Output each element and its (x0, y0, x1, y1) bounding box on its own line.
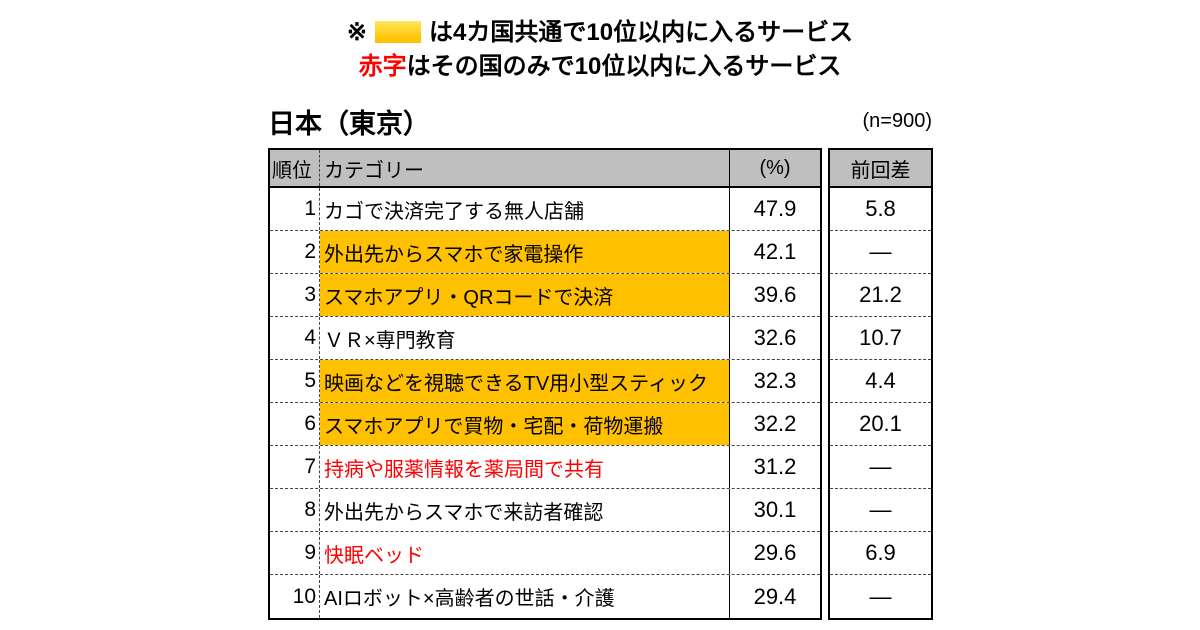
diff-rows: 5.8 ― 21.2 10.7 4.4 20.1 ― ― 6.9 ― (830, 188, 931, 618)
rank-cell: 4 (270, 317, 320, 359)
category-cell: 映画などを視聴できるTV用小型スティック (320, 360, 730, 402)
legend-line-unique: 赤字はその国のみで10位以内に入るサービス (0, 50, 1200, 84)
table-row: 5 映画などを視聴できるTV用小型スティック 32.3 (270, 360, 820, 403)
diff-cell: 6.9 (830, 532, 931, 575)
percent-cell: 32.2 (753, 411, 797, 436)
rank-cell: 3 (270, 274, 320, 316)
rank-cell: 10 (270, 575, 320, 618)
diff-cell: 10.7 (830, 317, 931, 360)
table-row: 9 快眠ベッド 29.6 (270, 532, 820, 575)
header-category: カテゴリー (320, 150, 730, 186)
percent-cell: 29.4 (753, 583, 797, 609)
table-row: 2 外出先からスマホで家電操作 42.1 (270, 231, 820, 274)
header-percent: (%) (759, 156, 791, 179)
table-rows: 1 カゴで決済完了する無人店舗 47.9 2 外出先からスマホで家電操作 42.… (270, 188, 820, 618)
table-row: 10 AIロボット×高齢者の世話・介護 29.4 (270, 575, 820, 618)
rank-cell: 7 (270, 446, 320, 488)
ranking-table: 順位 カテゴリー (%) 1 カゴで決済完了する無人店舗 47.9 2 外出先か… (268, 148, 822, 620)
legend-red-word: 赤字 (358, 53, 407, 80)
rank-cell: 9 (270, 532, 320, 574)
percent-cell: 32.6 (753, 325, 797, 350)
legend-common-text: は4カ国共通で10位以内に入るサービス (429, 19, 854, 46)
rank-cell: 8 (270, 489, 320, 531)
category-cell: ＶＲ×専門教育 (320, 317, 730, 359)
percent-cell: 29.6 (753, 540, 797, 565)
diff-cell: 21.2 (830, 274, 931, 317)
percent-cell: 47.9 (753, 196, 797, 221)
legend-marker: ※ (346, 19, 368, 46)
percent-cell: 30.1 (753, 497, 797, 522)
page-title: 日本（東京） (268, 109, 430, 139)
legend: ※ は4カ国共通で10位以内に入るサービス 赤字はその国のみで10位以内に入るサー… (0, 16, 1200, 84)
table-row: 1 カゴで決済完了する無人店舗 47.9 (270, 188, 820, 231)
category-cell: AIロボット×高齢者の世話・介護 (320, 575, 730, 618)
legend-unique-text: はその国のみで10位以内に入るサービス (406, 53, 842, 80)
rank-cell: 1 (270, 188, 320, 230)
rank-cell: 5 (270, 360, 320, 402)
table-row: 7 持病や服薬情報を薬局間で共有 31.2 (270, 446, 820, 489)
category-cell: カゴで決済完了する無人店舗 (320, 188, 730, 230)
highlight-swatch-icon (375, 21, 422, 43)
legend-line-common: ※ は4カ国共通で10位以内に入るサービス (0, 16, 1200, 50)
percent-cell: 32.3 (753, 368, 797, 393)
diff-cell: 4.4 (830, 360, 931, 403)
diff-cell: ― (830, 231, 931, 274)
header-diff: 前回差 (830, 150, 931, 188)
diff-cell: ― (869, 583, 892, 609)
sample-size: (n=900) (862, 110, 933, 132)
diff-cell: 5.8 (830, 188, 931, 231)
diff-cell: 20.1 (830, 403, 931, 446)
percent-cell: 31.2 (753, 454, 797, 479)
category-cell: 外出先からスマホで来訪者確認 (320, 489, 730, 531)
category-cell: スマホアプリで買物・宅配・荷物運搬 (320, 403, 730, 445)
diff-cell: ― (830, 446, 931, 489)
percent-cell: 42.1 (753, 239, 797, 264)
percent-cell: 39.6 (753, 282, 797, 307)
table-row: 6 スマホアプリで買物・宅配・荷物運搬 32.2 (270, 403, 820, 446)
category-cell: 外出先からスマホで家電操作 (320, 231, 730, 273)
diff-cell: ― (830, 489, 931, 532)
table-row: 3 スマホアプリ・QRコードで決済 39.6 (270, 274, 820, 317)
header-rank: 順位 (270, 150, 320, 186)
category-cell: 持病や服薬情報を薬局間で共有 (320, 446, 730, 488)
table-row: 4 ＶＲ×専門教育 32.6 (270, 317, 820, 360)
category-cell: スマホアプリ・QRコードで決済 (320, 274, 730, 316)
diff-table: 前回差 5.8 ― 21.2 10.7 4.4 20.1 ― ― 6.9 ― (828, 148, 933, 620)
table-header-row: 順位 カテゴリー (%) (270, 150, 820, 188)
table-row: 8 外出先からスマホで来訪者確認 30.1 (270, 489, 820, 532)
category-cell: 快眠ベッド (320, 532, 730, 574)
rank-cell: 2 (270, 231, 320, 273)
rank-cell: 6 (270, 403, 320, 445)
